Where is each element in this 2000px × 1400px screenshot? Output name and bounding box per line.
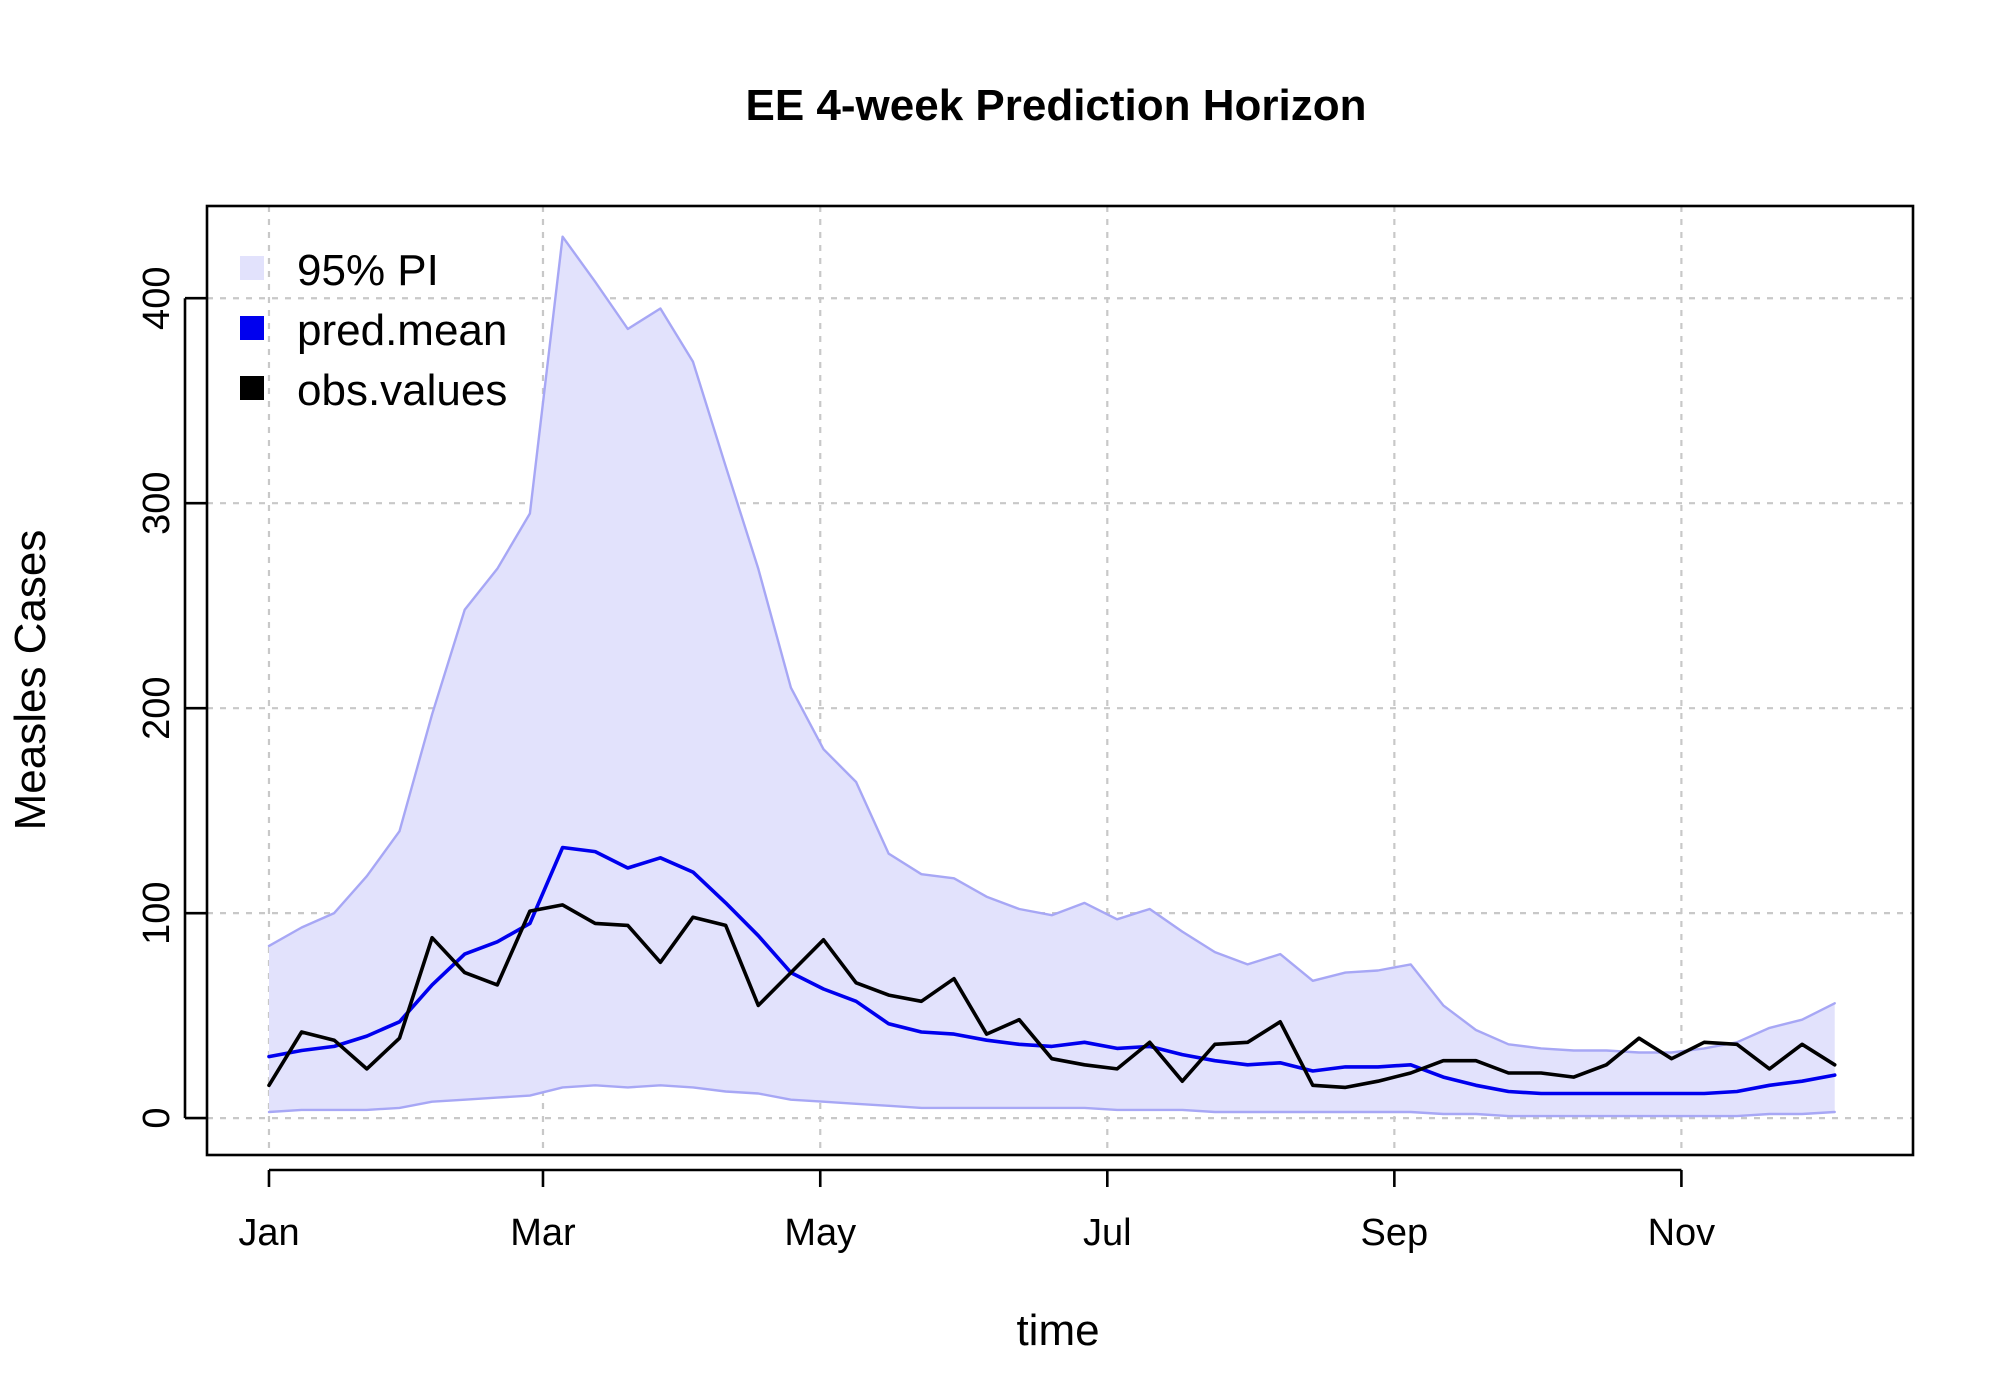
prediction-interval xyxy=(267,235,1836,1118)
obs-values-line xyxy=(267,903,1837,1090)
x-tick-label: Nov xyxy=(1648,1212,1716,1254)
pi-band xyxy=(269,236,1835,1117)
y-axis: 0 100 200 300 400 xyxy=(136,267,207,1129)
pred-mean-line xyxy=(267,845,1837,1096)
legend-swatch-pi xyxy=(240,256,264,280)
legend-label-pi: 95% PI xyxy=(297,246,439,295)
pi-lower-line xyxy=(267,1084,1836,1118)
x-axis-label: time xyxy=(1016,1306,1099,1355)
legend-swatch-pred-mean xyxy=(240,316,264,340)
y-axis-label: Measles Cases xyxy=(6,530,55,831)
x-tick-label: Mar xyxy=(510,1212,576,1254)
legend-label-obs-values: obs.values xyxy=(297,366,507,415)
legend: 95% PI pred.mean obs.values xyxy=(240,246,507,415)
y-tick-label: 100 xyxy=(136,881,178,944)
legend-label-pred-mean: pred.mean xyxy=(297,306,507,355)
x-tick-label: Sep xyxy=(1361,1212,1429,1254)
chart-title: EE 4-week Prediction Horizon xyxy=(745,81,1366,130)
y-tick-label: 0 xyxy=(136,1108,178,1129)
legend-swatch-obs-values xyxy=(240,376,264,400)
grid-lines xyxy=(207,206,1913,1155)
y-tick-label: 200 xyxy=(136,676,178,739)
plot-frame xyxy=(205,204,1915,1157)
y-tick-label: 400 xyxy=(136,267,178,330)
y-tick-label: 300 xyxy=(136,471,178,534)
pi-upper-line xyxy=(267,235,1836,1054)
x-axis: Jan Mar May Jul Sep Nov xyxy=(238,1168,1716,1254)
x-tick-label: May xyxy=(784,1212,856,1254)
x-tick-label: Jul xyxy=(1083,1212,1132,1254)
series-lines xyxy=(267,845,1837,1096)
x-tick-label: Jan xyxy=(238,1212,299,1254)
